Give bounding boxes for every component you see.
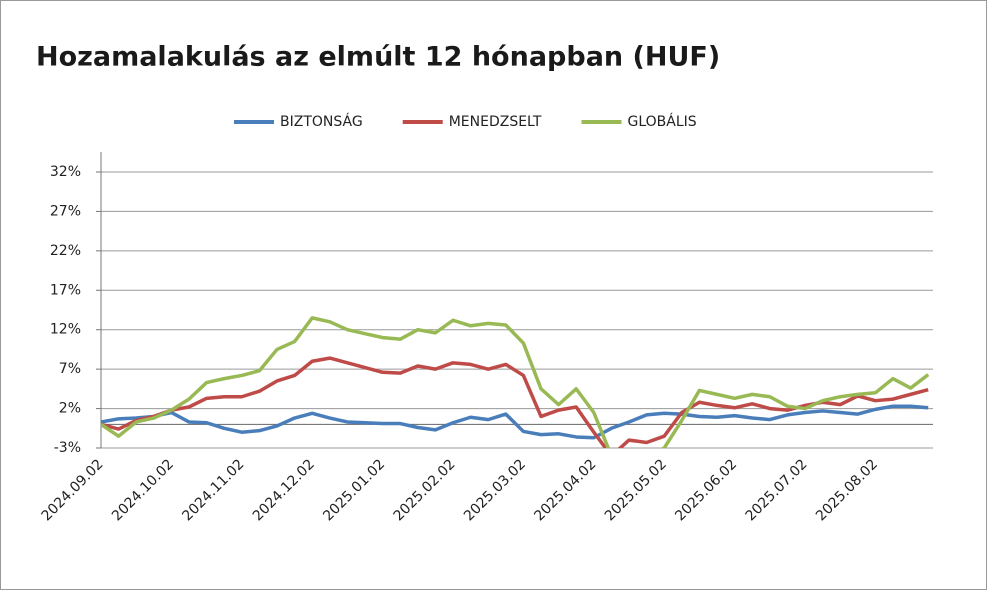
y-tick-label: 27% xyxy=(50,203,81,219)
series-line xyxy=(101,316,930,448)
plot-area xyxy=(101,316,930,448)
y-tick-label: -3% xyxy=(54,440,81,456)
legend-item: BIZTONSÁG xyxy=(234,113,363,130)
y-tick-label: 32% xyxy=(50,164,81,180)
y-tick-label: 22% xyxy=(50,243,81,259)
series-line xyxy=(101,356,929,448)
series-line xyxy=(101,404,929,440)
legend-item: MENEDZSELT xyxy=(402,114,542,130)
chart-title: Hozamalakulás az elmúlt 12 hónapban (HUF… xyxy=(36,42,720,73)
y-tick-label: 12% xyxy=(50,322,81,338)
y-tick-label: 17% xyxy=(50,282,81,298)
y-tick-label: 2% xyxy=(59,401,81,417)
legend-label: GLOBÁLIS xyxy=(627,113,696,130)
legend-item: GLOBÁLIS xyxy=(581,113,697,130)
legend-label: MENEDZSELT xyxy=(449,114,542,130)
legend-label: BIZTONSÁG xyxy=(280,113,363,130)
y-tick-label: 7% xyxy=(59,361,81,377)
